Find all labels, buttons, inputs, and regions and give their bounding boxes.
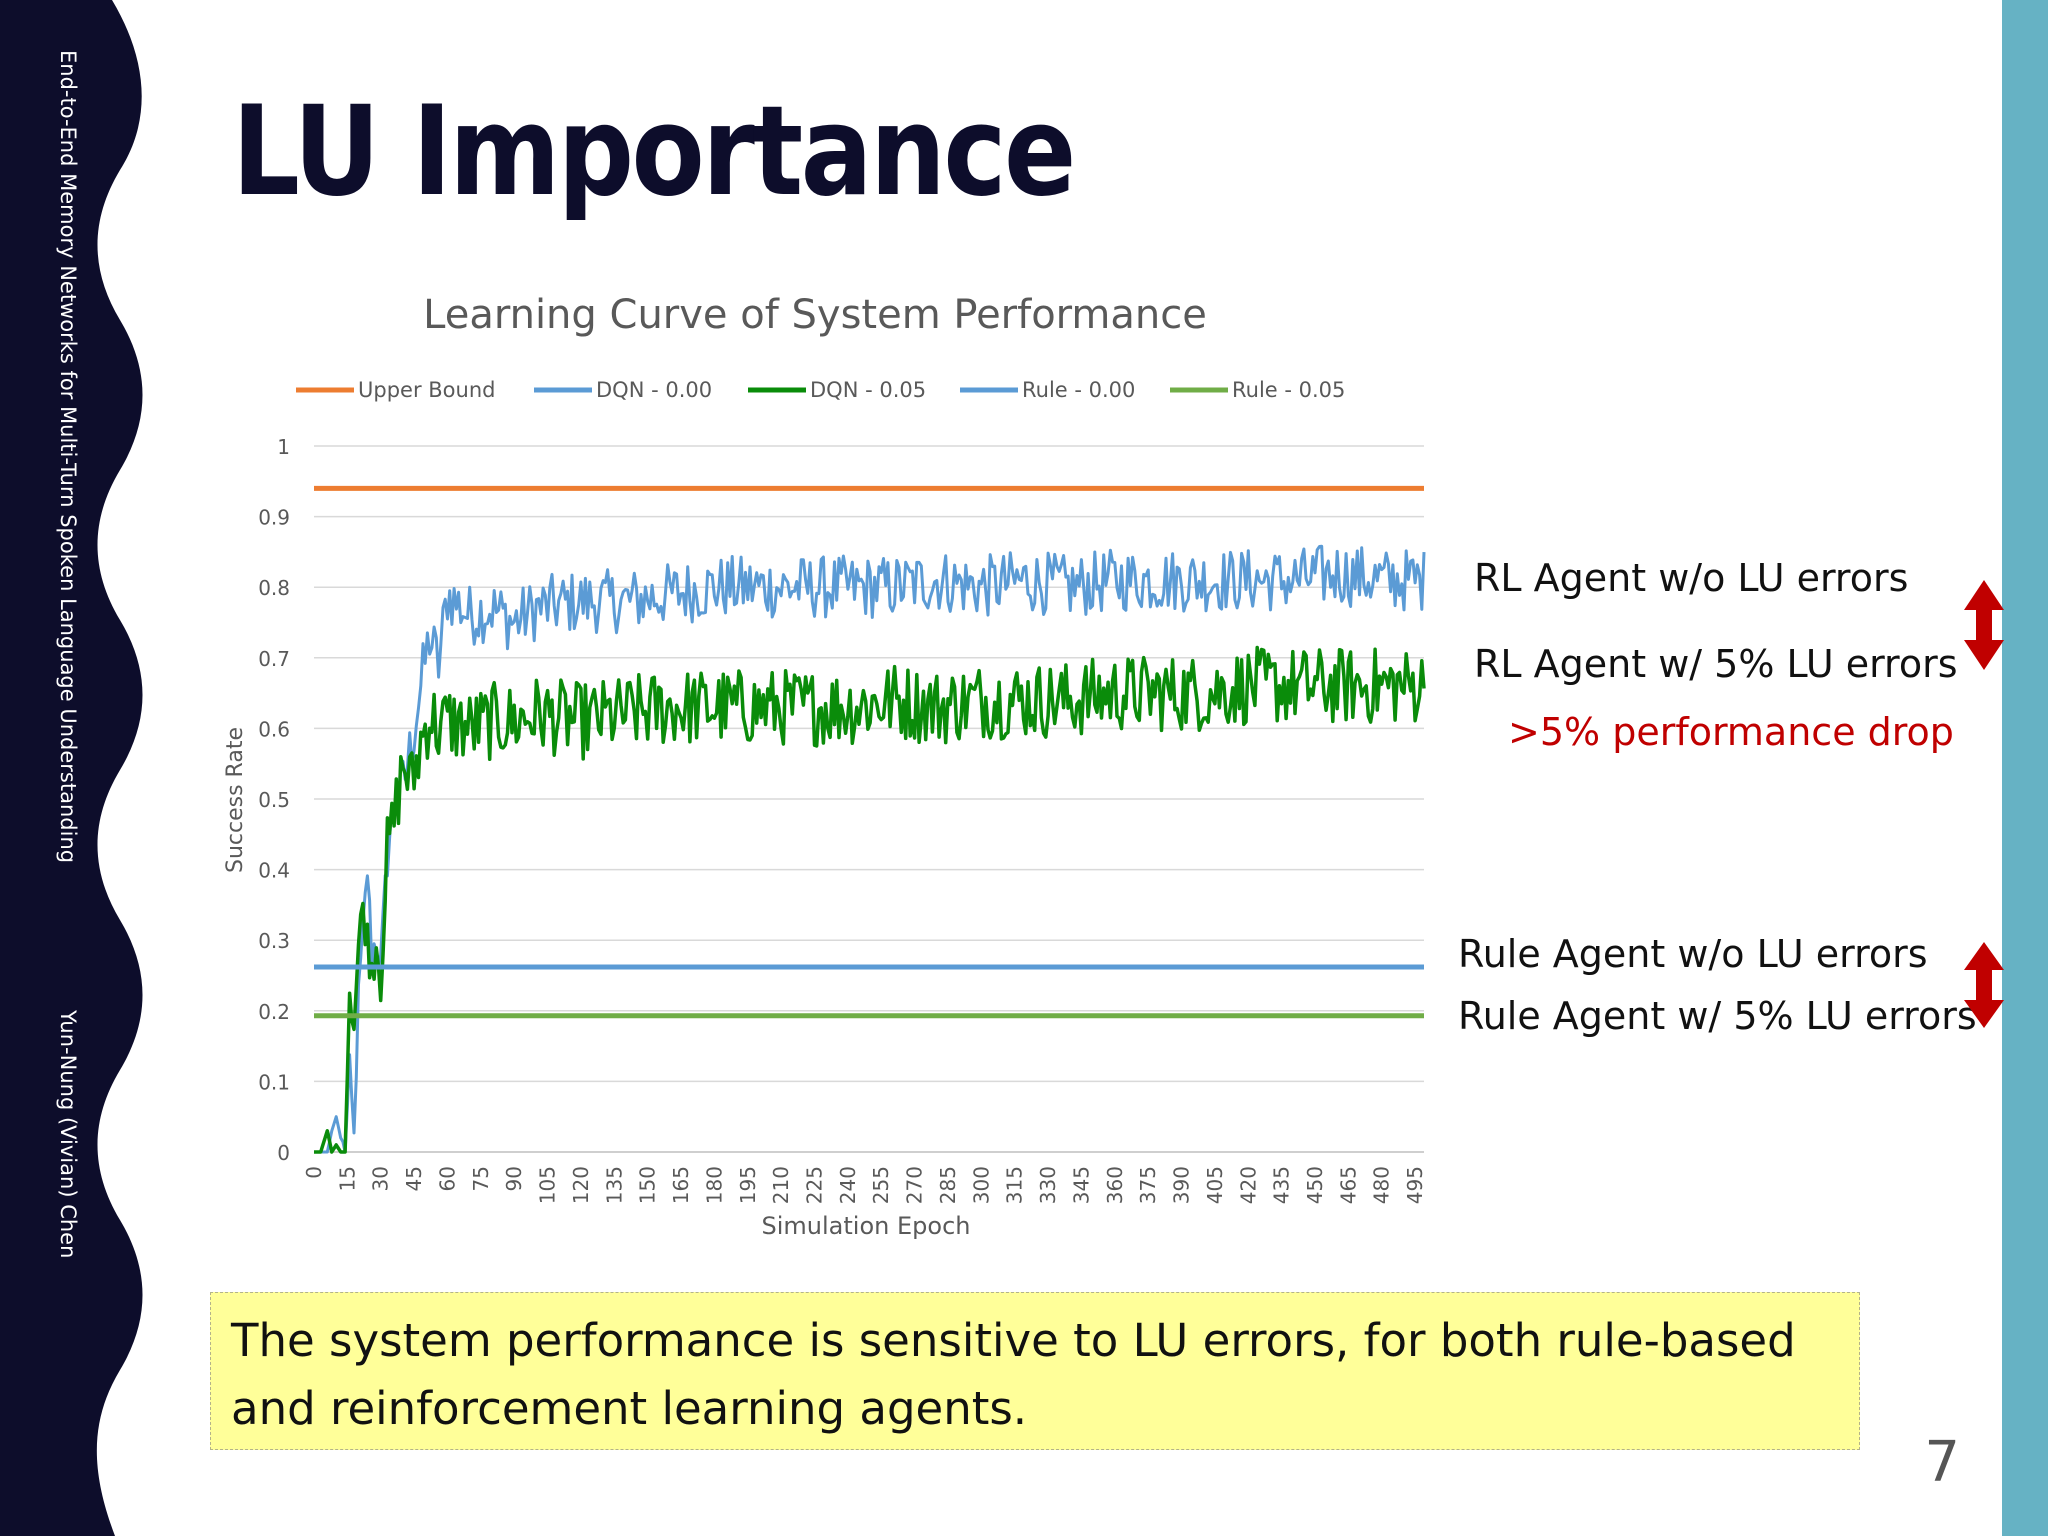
x-tick-label: 315 [1003, 1166, 1027, 1204]
x-tick-label: 255 [869, 1166, 893, 1204]
y-tick-label: 0.8 [258, 576, 290, 600]
annotation-performance-drop: >5% performance drop [1508, 710, 1954, 754]
conclusion-box: The system performance is sensitive to L… [210, 1292, 1860, 1450]
x-tick-label: 135 [602, 1166, 626, 1204]
legend-entry: DQN - 0.00 [596, 378, 712, 402]
y-axis-label: Success Rate [223, 727, 248, 873]
x-tick-label: 180 [702, 1166, 726, 1204]
x-tick-label: 330 [1036, 1166, 1060, 1204]
series-line [314, 544, 1426, 1154]
y-tick-label: 0.9 [258, 506, 290, 530]
x-tick-label: 60 [435, 1166, 459, 1191]
annotation-rule-with-errors: Rule Agent w/ 5% LU errors [1458, 994, 1977, 1038]
x-tick-label: 210 [769, 1166, 793, 1204]
sidebar [0, 0, 143, 1536]
legend-entry: DQN - 0.05 [810, 378, 926, 402]
x-tick-label: 345 [1069, 1166, 1093, 1204]
y-tick-label: 0.1 [258, 1070, 290, 1094]
x-tick-label: 150 [636, 1166, 660, 1204]
x-tick-label: 75 [469, 1166, 493, 1191]
y-axis-ticks: 0 0.1 0.2 0.3 0.4 0.5 0.6 0.7 0.8 0.9 1 [258, 435, 290, 1165]
y-tick-label: 0.5 [258, 788, 290, 812]
x-tick-label: 390 [1170, 1166, 1194, 1204]
x-tick-label: 495 [1403, 1166, 1427, 1204]
x-tick-label: 375 [1136, 1166, 1160, 1204]
double-arrow-icon [1964, 580, 2004, 670]
learning-curve-chart: Learning Curve of System Performance Upp… [223, 292, 1427, 1240]
x-tick-label: 405 [1203, 1166, 1227, 1204]
annotation-rule-without-errors: Rule Agent w/o LU errors [1458, 932, 1928, 976]
y-tick-label: 0.7 [258, 647, 290, 671]
x-tick-label: 45 [402, 1166, 426, 1191]
x-tick-label: 360 [1103, 1166, 1127, 1204]
x-tick-label: 225 [803, 1166, 827, 1204]
x-axis-ticks: 0 15 30 45 60 75 90 105 120 135 150 165 180 195 210 225… [302, 1166, 1427, 1204]
chart-title: Learning Curve of System Performance [423, 292, 1207, 338]
page-number: 7 [1924, 1430, 1960, 1495]
double-arrow-icon [1964, 942, 2004, 1028]
y-tick-label: 0.3 [258, 929, 290, 953]
x-tick-label: 240 [836, 1166, 860, 1204]
chart-legend: Upper Bound DQN - 0.00 DQN - 0.05 Rule - 0.… [296, 378, 1345, 402]
x-tick-label: 450 [1303, 1166, 1327, 1204]
x-tick-label: 195 [736, 1166, 760, 1204]
right-accent-bar [2002, 0, 2048, 1536]
x-tick-label: 90 [502, 1166, 526, 1191]
annotation-rl-without-errors: RL Agent w/o LU errors [1474, 556, 1909, 600]
chart-series [314, 485, 1426, 1154]
x-tick-label: 120 [569, 1166, 593, 1204]
y-tick-label: 0.6 [258, 717, 290, 741]
y-tick-label: 0 [277, 1141, 290, 1165]
x-tick-label: 300 [969, 1166, 993, 1204]
legend-entry: Rule - 0.05 [1232, 378, 1345, 402]
annotation-rl-with-errors: RL Agent w/ 5% LU errors [1474, 642, 1958, 686]
sidebar-presentation-title: End-to-End Memory Networks for Multi-Tur… [56, 50, 80, 864]
sidebar-wave [0, 0, 143, 1536]
x-tick-label: 165 [669, 1166, 693, 1204]
x-tick-label: 420 [1236, 1166, 1260, 1204]
sidebar-caption: End-to-End Memory Networks for Multi-Tur… [48, 50, 88, 1300]
x-tick-label: 270 [903, 1166, 927, 1204]
series-line [314, 645, 1426, 1154]
y-tick-label: 1 [277, 435, 290, 459]
sidebar-author: Yun-Nung (Vivian) Chen [56, 1010, 80, 1259]
chart-gridlines [314, 445, 1424, 1153]
x-tick-label: 435 [1270, 1166, 1294, 1204]
x-axis-label: Simulation Epoch [762, 1212, 971, 1240]
slide-title: LU Importance [232, 80, 1076, 224]
x-tick-label: 285 [936, 1166, 960, 1204]
y-tick-label: 0.4 [258, 859, 290, 883]
y-tick-label: 0.2 [258, 1000, 290, 1024]
x-tick-label: 465 [1336, 1166, 1360, 1204]
x-tick-label: 480 [1370, 1166, 1394, 1204]
x-tick-label: 30 [369, 1166, 393, 1191]
x-tick-label: 0 [302, 1166, 326, 1179]
legend-entry: Upper Bound [358, 378, 495, 402]
x-tick-label: 105 [536, 1166, 560, 1204]
x-tick-label: 15 [335, 1166, 359, 1191]
legend-entry: Rule - 0.00 [1022, 378, 1135, 402]
